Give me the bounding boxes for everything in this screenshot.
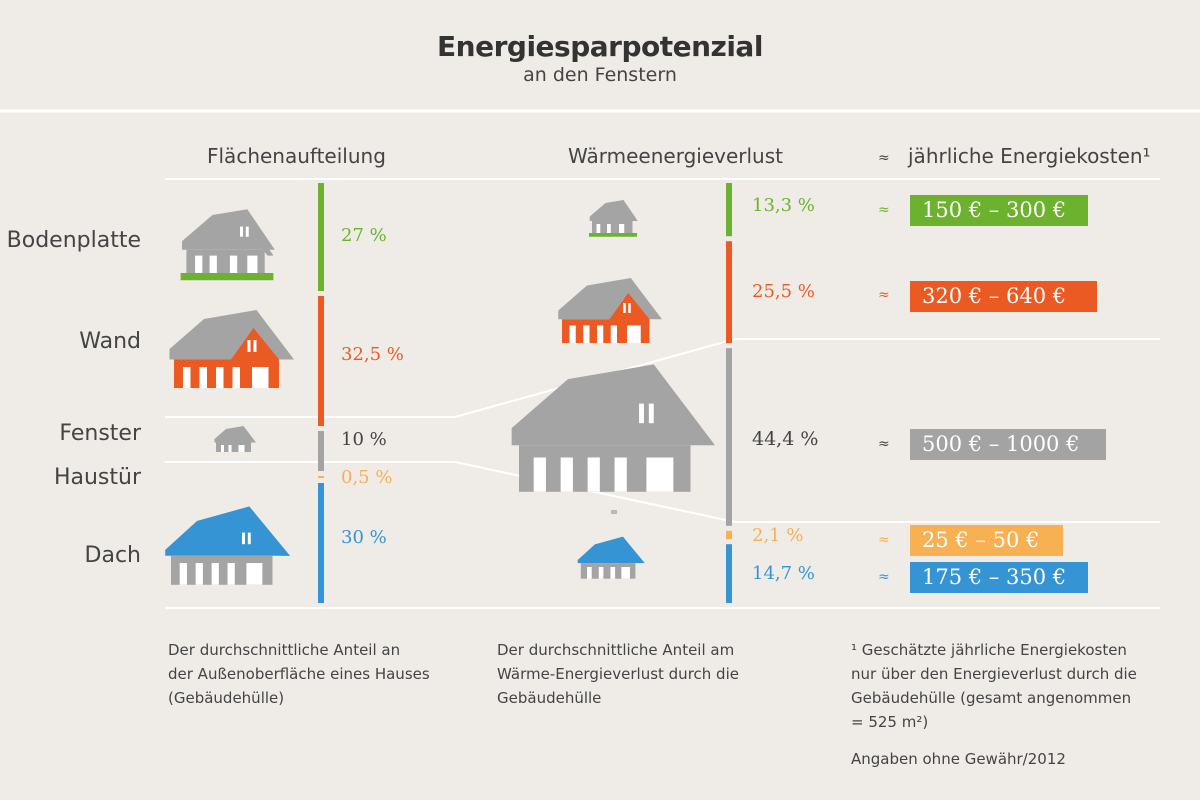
heat-bar-wand [726,241,732,344]
approx-sign-fenster: ≈ [878,436,890,452]
heat-bar-fenster [726,348,732,526]
area-pct-bodenplatte: 27 % [341,225,387,246]
heat-pct-dach: 14,7 % [752,563,815,584]
approx-sign-bodenplatte: ≈ [878,202,890,218]
area-note-line-1: Der durchschnittliche Anteil an [168,641,401,659]
cost-footnote: ¹ Geschätzte jährliche Energiekosten nur… [851,638,1196,734]
heat-bar-bodenplatte [726,183,732,237]
funnel-bottom-line [454,461,736,523]
heat-pct-fenster: 44,4 % [752,428,819,450]
cost-box-haustuer: 25 € – 50 € [910,525,1063,556]
approx-sign-dach: ≈ [878,569,890,585]
area-bar-bodenplatte [318,183,324,291]
cost-footnote-line-1: ¹ Geschätzte jährliche Energiekosten [851,641,1127,659]
category-label-wand: Wand [79,329,141,354]
area-pct-fenster: 10 % [341,429,387,450]
house-tuer-heat-icon [611,510,617,514]
chart-subtitle: an den Fenstern [523,64,677,86]
house-bodenplatte-area-icon [180,209,275,281]
cost-box-wand: 320 € – 640 € [910,281,1097,312]
heat-note-line-3: Gebäudehülle [497,689,602,707]
area-note-line-2: der Außenoberfläche eines Hauses [168,665,430,683]
category-label-haustuer: Haustür [53,465,141,490]
category-label-fenster: Fenster [59,421,141,446]
cost-footnote-line-4: = 525 m²) [851,713,929,731]
column-heading-approx: ≈ [878,150,890,166]
category-label-bodenplatte: Bodenplatte [6,228,141,253]
heat-pct-haustuer: 2,1 % [752,525,804,546]
cost-footnote-line-3: Gebäudehülle (gesamt angenommen [851,689,1132,707]
house-dach-heat-icon [577,536,645,579]
cost-box-bodenplatte: 150 € – 300 € [910,195,1088,226]
source-note: Angaben ohne Gewähr/2012 [851,750,1066,768]
heat-note-line-2: Wärme-Energieverlust durch die [497,665,739,683]
area-bar-haustuer [318,476,324,478]
house-wand-heat-icon [558,278,662,343]
house-wand-area-icon [169,310,294,388]
area-pct-dach: 30 % [341,527,387,548]
heat-bar-haustuer [726,530,732,540]
area-bar-stack [318,183,324,603]
column-heading-area: Flächenaufteilung [207,144,386,168]
heat-bar-stack [726,183,732,603]
area-bar-dach [318,483,324,603]
heat-pct-bodenplatte: 13,3 % [752,195,815,216]
approx-sign-haustuer: ≈ [878,532,890,548]
heat-note-line-1: Der durchschnittliche Anteil am [497,641,735,659]
approx-sign-wand: ≈ [878,287,890,303]
heat-pct-wand: 25,5 % [752,281,815,302]
house-dach-area-icon [165,506,290,585]
category-label-dach: Dach [84,543,141,568]
area-pct-wand: 32,5 % [341,344,404,365]
house-fenster-heat-icon [511,364,715,492]
column-heading-cost: jährliche Energiekosten¹ [908,144,1151,168]
area-bar-wand [318,296,324,426]
house-fenster-area-icon [214,426,256,452]
heat-bar-dach [726,544,732,603]
column-heading-heat: Wärmeenergieverlust [568,144,783,168]
heat-note: Der durchschnittliche Anteil am Wärme-En… [497,638,817,710]
cost-box-fenster: 500 € – 1000 € [910,429,1106,460]
house-bodenplatte-heat-icon [589,200,638,237]
area-note-line-3: (Gebäudehülle) [168,689,285,707]
area-pct-haustuer: 0,5 % [341,467,393,488]
area-note: Der durchschnittliche Anteil an der Auße… [168,638,488,710]
area-bar-fenster [318,431,324,471]
chart-title: Energiesparpotenzial [437,30,763,63]
cost-box-dach: 175 € – 350 € [910,562,1088,593]
cost-footnote-line-2: nur über den Energieverlust durch die [851,665,1137,683]
